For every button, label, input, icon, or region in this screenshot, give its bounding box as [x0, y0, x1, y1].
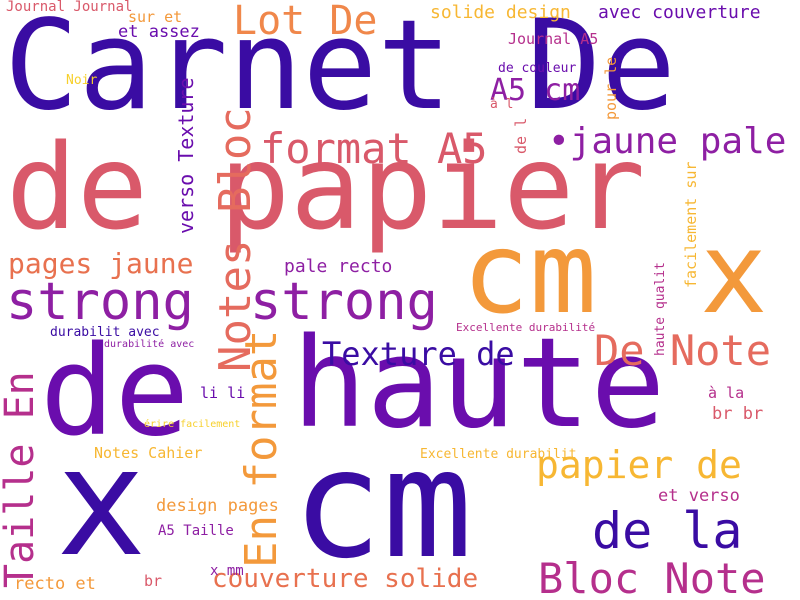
word-noir: Noir: [66, 73, 98, 88]
word-en-format: En format: [236, 329, 287, 568]
word-strong-1: strong: [6, 272, 194, 332]
word-br-br: br br: [712, 404, 764, 424]
word-de-couleur: de couleur: [498, 61, 577, 76]
word-a-la: à la: [708, 384, 745, 402]
word-recto-et: recto et: [14, 574, 96, 594]
word-avec-couverture: avec couverture: [598, 2, 761, 23]
word-x-mm: x mm: [210, 563, 244, 579]
word-bloc-note: Bloc Note: [538, 554, 766, 600]
word-texture-de: Texture de: [322, 335, 515, 373]
word-x-orange: x: [700, 209, 768, 339]
word-journal-journal: Journal Journal: [6, 0, 133, 15]
word-pour-le: pour le: [602, 56, 620, 120]
word-br: br: [144, 572, 163, 590]
word-a5-cm: A5 cm: [490, 73, 581, 108]
word-haute: haute: [292, 312, 666, 456]
word-haute-qualit: haute qualit: [653, 262, 668, 356]
word-a-l: à l: [490, 97, 514, 112]
word-de-papier: de papier: [6, 118, 646, 256]
word-ecrire-facilement: érire facilement: [144, 419, 241, 430]
word-li-li: li li: [200, 384, 246, 402]
word-taille-en: Taille En: [0, 371, 43, 588]
word-format-a5: format A5: [260, 124, 488, 173]
word-cm-large: cm: [292, 418, 473, 592]
word-notes-cahier: Notes Cahier: [94, 444, 203, 462]
word-design-pages: design pages: [156, 496, 279, 516]
word-papier-de: papier de: [536, 443, 742, 487]
word-couverture-solide: couverture solide: [212, 564, 479, 594]
word-cm-orange: cm: [462, 209, 597, 339]
word-solide-design: solide design: [430, 2, 571, 23]
word-facilement-sur: facilement sur: [682, 161, 700, 288]
word-lot-de: Lot De: [233, 0, 378, 44]
word-sur-et: sur et: [128, 8, 183, 26]
word-excellente-durabilit: Excellente durabilit: [420, 447, 577, 462]
word-durabilite-avec: durabilité avec: [104, 339, 195, 350]
word-a5-taille: A5 Taille: [158, 523, 234, 539]
word-de-la: de la: [592, 502, 743, 560]
word-strong-2: strong: [250, 272, 438, 332]
word-excellente-durabilite: Excellente durabilité: [456, 321, 596, 334]
word-pages-jaune: pages jaune: [8, 247, 194, 280]
word-pale-recto: pale recto: [284, 256, 393, 277]
word-durabilit-avec: durabilit avec: [50, 325, 160, 340]
word-x-large: x: [56, 416, 147, 590]
word-verso-texture: verso Texture: [174, 77, 198, 234]
word-de-large: de: [40, 320, 190, 464]
word-de-l: de l: [512, 117, 530, 154]
word-carnet-de: Carnet De: [4, 0, 676, 138]
word-journal-a5: Journal A5: [508, 30, 599, 48]
word-et-assez: et assez: [118, 22, 200, 42]
word-jaune-pale: •jaune pale: [548, 121, 787, 162]
word-de-note: De Note: [594, 326, 772, 375]
word-et-verso: et verso: [658, 486, 740, 506]
